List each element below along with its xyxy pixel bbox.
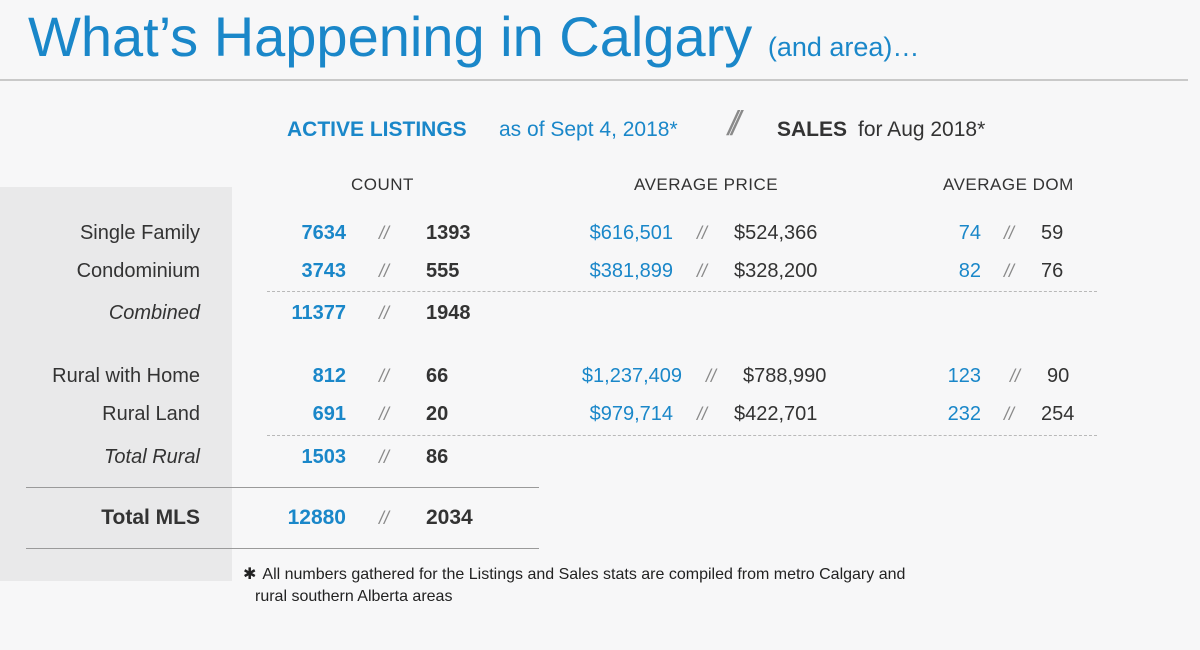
active-listings-label: ACTIVE LISTINGS — [287, 118, 467, 141]
count-active: 1503 — [301, 446, 347, 468]
row-label: Rural Land — [102, 403, 200, 425]
section-divider — [267, 291, 1097, 292]
dom-active: 74 — [958, 222, 981, 244]
dom-active: 82 — [958, 260, 981, 282]
asterisk-icon: ✱ — [243, 566, 257, 583]
price-sales: $524,366 — [734, 222, 818, 244]
dom-active: 232 — [947, 403, 981, 425]
separator: // — [379, 366, 390, 386]
count-active: 3743 — [301, 260, 347, 282]
header-divider: // — [728, 105, 741, 143]
label-panel — [0, 187, 232, 581]
count-sales: 1393 — [426, 222, 471, 244]
total-divider-bottom — [26, 548, 539, 549]
count-active: 7634 — [301, 222, 347, 244]
separator: // — [379, 447, 390, 467]
separator: // — [1010, 366, 1021, 386]
total-divider-top — [26, 487, 539, 488]
separator: // — [706, 366, 717, 386]
row-label: Total MLS — [101, 506, 200, 529]
table-row-total: Total MLS 12880 // 2034 — [0, 505, 1200, 531]
separator: // — [697, 261, 708, 281]
table-row: Rural with Home 812 // 66 $1,237,409 // … — [0, 363, 1200, 389]
separator: // — [379, 223, 390, 243]
separator: // — [697, 404, 708, 424]
section-divider — [267, 435, 1097, 436]
row-label: Combined — [108, 302, 200, 324]
footnote: ✱ All numbers gathered for the Listings a… — [243, 564, 1103, 608]
sales-date: for Aug 2018* — [858, 118, 986, 141]
count-sales: 1948 — [426, 302, 471, 324]
table-row: Rural Land 691 // 20 $979,714 // $422,70… — [0, 401, 1200, 427]
table-row: Total Rural 1503 // 86 — [0, 444, 1200, 470]
price-active: $979,714 — [589, 403, 673, 425]
separator: // — [379, 303, 390, 323]
count-sales: 66 — [426, 365, 449, 387]
count-sales: 555 — [426, 260, 460, 282]
dom-sales: 254 — [1041, 403, 1075, 425]
price-active: $616,501 — [589, 222, 673, 244]
price-active: $381,899 — [589, 260, 673, 282]
page-title-main: What’s Happening in Calgary — [28, 5, 753, 68]
footnote-line-1: All numbers gathered for the Listings an… — [262, 566, 906, 583]
separator: // — [379, 508, 390, 528]
count-active: 812 — [312, 365, 346, 387]
separator: // — [1004, 261, 1015, 281]
count-sales: 20 — [426, 403, 449, 425]
footnote-line-2: rural southern Alberta areas — [255, 588, 453, 605]
row-label: Single Family — [79, 222, 200, 244]
column-header-average-dom: AVERAGE DOM — [943, 175, 1074, 194]
count-active: 11377 — [291, 302, 346, 324]
count-active: 691 — [312, 403, 346, 425]
row-label: Total Rural — [104, 446, 200, 468]
table-row: Combined 11377 // 1948 — [0, 300, 1200, 326]
row-label: Rural with Home — [52, 365, 200, 387]
price-sales: $422,701 — [734, 403, 818, 425]
page-title: What’s Happening in Calgary (and area)… — [28, 0, 919, 84]
separator: // — [697, 223, 708, 243]
table-header: ACTIVE LISTINGS as of Sept 4, 2018* // S… — [0, 107, 1200, 143]
dom-sales: 59 — [1041, 222, 1064, 244]
column-header-count: COUNT — [351, 175, 414, 194]
column-header-average-price: AVERAGE PRICE — [634, 175, 779, 194]
separator: // — [379, 261, 390, 281]
separator: // — [1004, 223, 1015, 243]
row-label: Condominium — [76, 260, 200, 282]
page-title-sub: (and area)… — [767, 32, 920, 62]
active-listings-date: as of Sept 4, 2018* — [499, 118, 678, 141]
separator: // — [1004, 404, 1015, 424]
dom-sales: 76 — [1041, 260, 1064, 282]
separator: // — [379, 404, 390, 424]
price-active: $1,237,409 — [581, 365, 682, 387]
count-active: 12880 — [287, 506, 346, 529]
count-sales: 2034 — [426, 506, 473, 529]
sales-label: SALES — [777, 118, 848, 141]
dom-sales: 90 — [1047, 365, 1070, 387]
table-row: Condominium 3743 // 555 $381,899 // $328… — [0, 258, 1200, 284]
price-sales: $328,200 — [734, 260, 818, 282]
dom-active: 123 — [947, 365, 981, 387]
count-sales: 86 — [426, 446, 449, 468]
title-divider — [0, 79, 1188, 81]
table-row: Single Family 7634 // 1393 $616,501 // $… — [0, 220, 1200, 246]
price-sales: $788,990 — [743, 365, 827, 387]
